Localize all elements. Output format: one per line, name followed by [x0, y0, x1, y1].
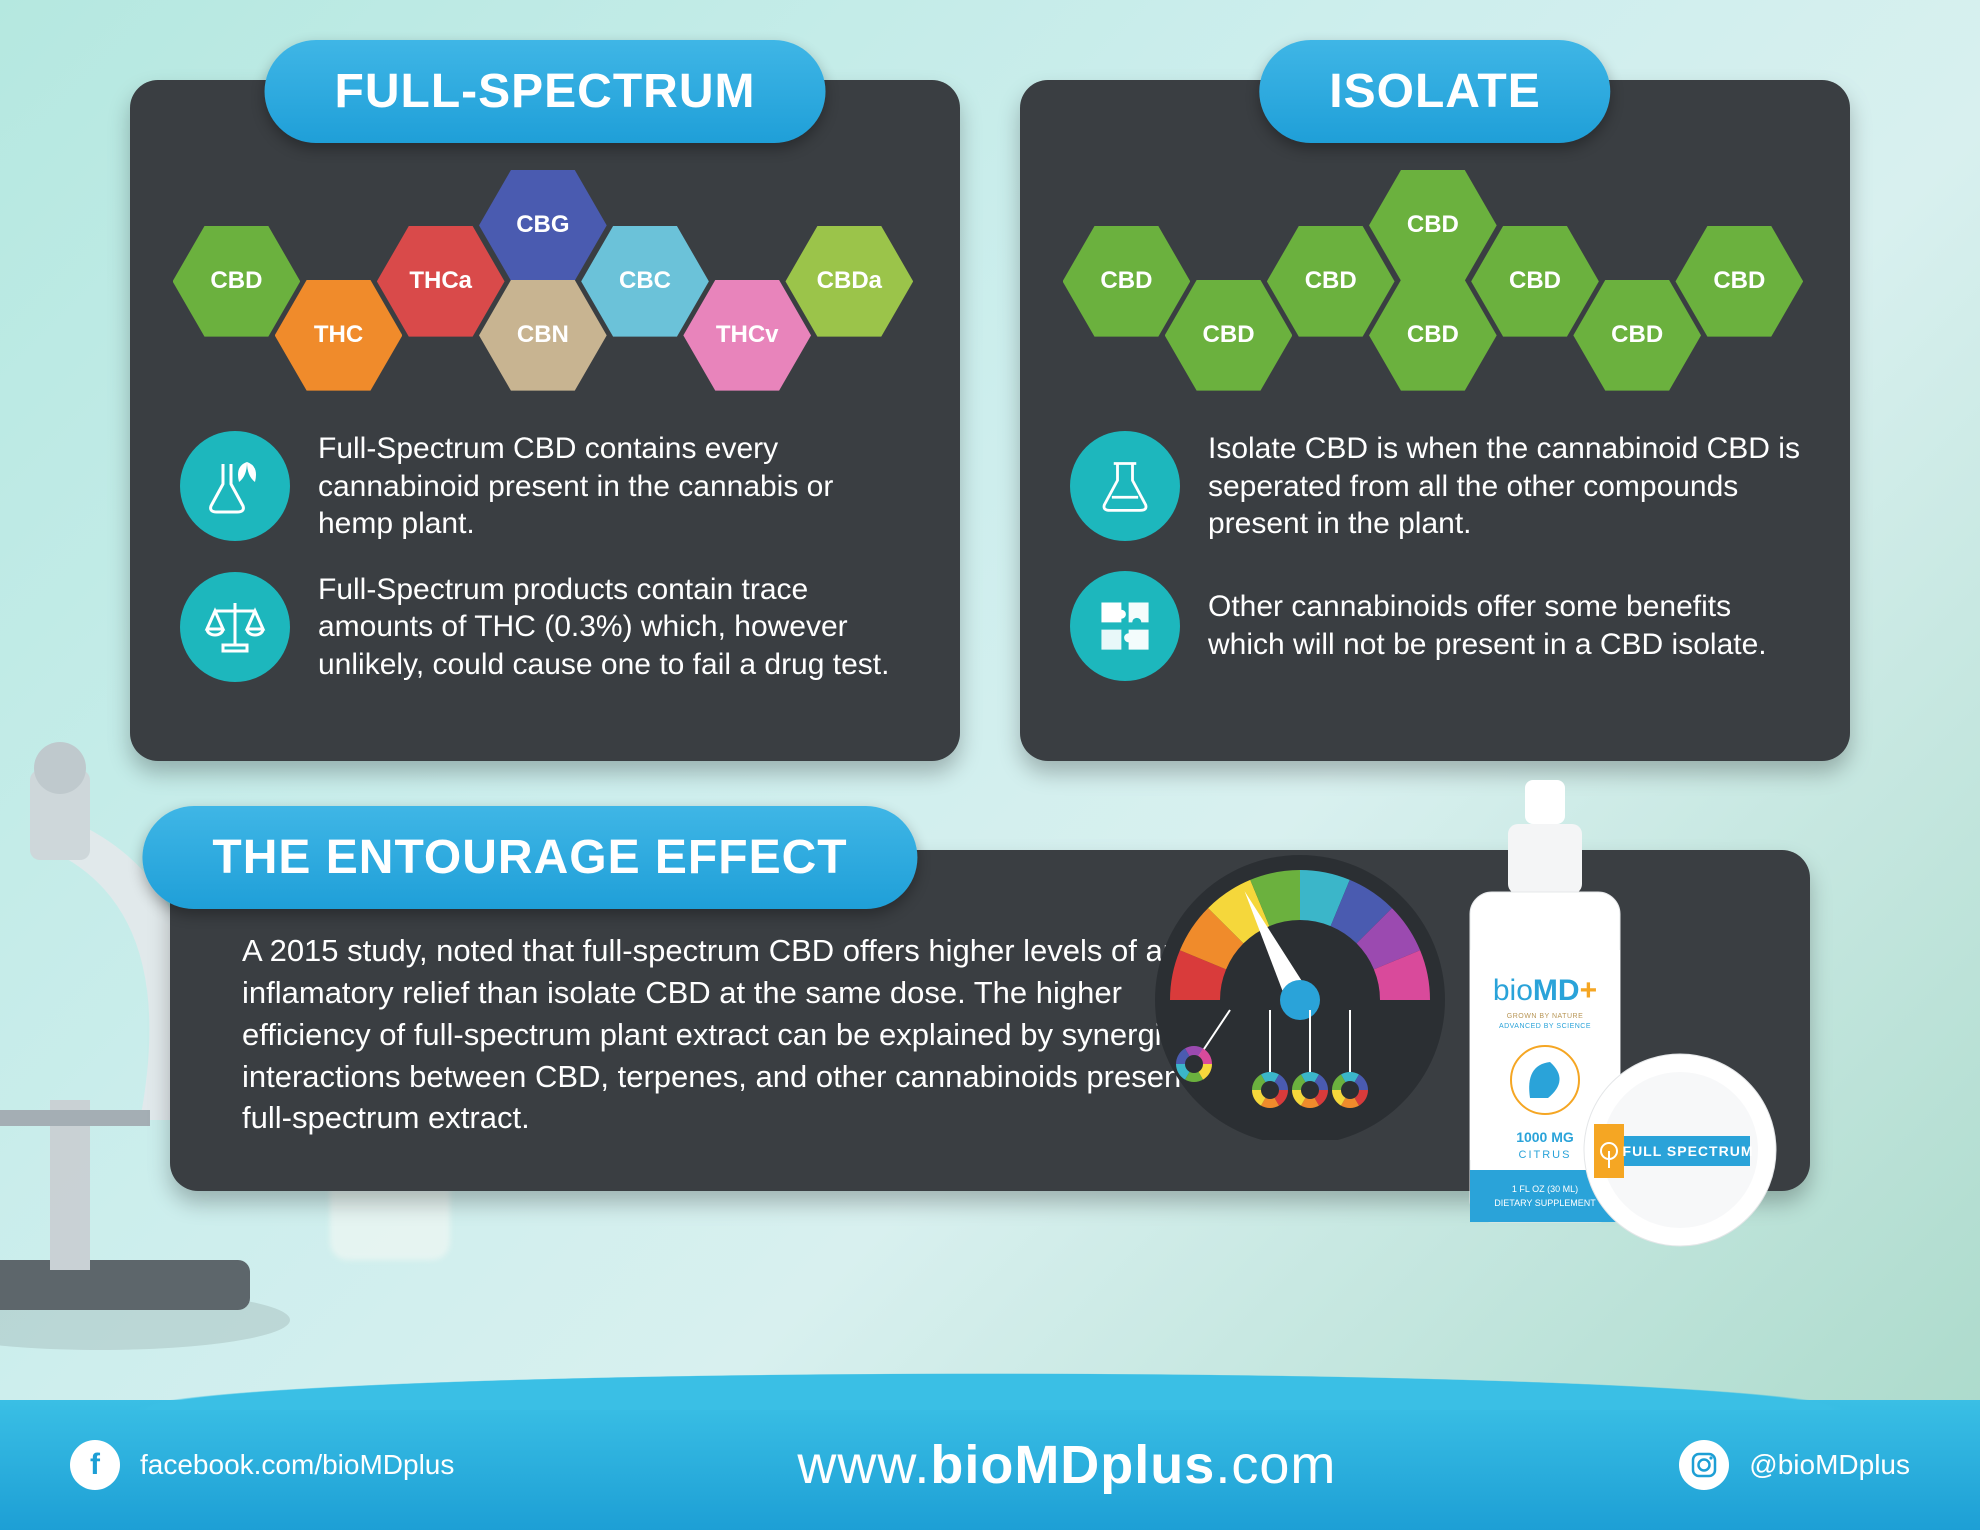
svg-text:1000 MG: 1000 MG — [1516, 1129, 1574, 1145]
instagram-label: @bioMDplus — [1749, 1449, 1910, 1481]
flask-icon — [1070, 431, 1180, 541]
product-cap: FULL SPECTRUM — [1580, 1050, 1780, 1250]
info-row: Full-Spectrum products contain trace amo… — [180, 571, 910, 684]
entourage-panel: THE ENTOURAGE EFFECT A 2015 study, noted… — [170, 850, 1810, 1191]
isolate-title: ISOLATE — [1259, 40, 1610, 143]
hexagon: CBN — [479, 280, 607, 391]
hexagon: CBD — [1369, 170, 1497, 281]
hexagon: CBDa — [785, 226, 913, 337]
hexagon: CBG — [479, 170, 607, 281]
gauge-illustration — [1150, 840, 1450, 1140]
facebook-label: facebook.com/bioMDplus — [140, 1449, 454, 1481]
hexagon: CBD — [1471, 226, 1599, 337]
hexagon: THCa — [377, 226, 505, 337]
svg-text:ADVANCED BY SCIENCE: ADVANCED BY SCIENCE — [1499, 1023, 1591, 1030]
leaf-flask-icon — [180, 431, 290, 541]
isolate-info-2: Other cannabinoids offer some benefits w… — [1208, 588, 1800, 663]
full-spectrum-info-1: Full-Spectrum CBD contains every cannabi… — [318, 430, 910, 543]
hexagon: THCv — [683, 280, 811, 391]
hexagon: CBD — [1675, 226, 1803, 337]
info-row: Other cannabinoids offer some benefits w… — [1070, 571, 1800, 681]
puzzle-icon — [1070, 571, 1180, 681]
hexagon: CBD — [1369, 280, 1497, 391]
entourage-body: A 2015 study, noted that full-spectrum C… — [242, 930, 1250, 1139]
instagram-link[interactable]: @bioMDplus — [1679, 1440, 1910, 1490]
hexagon: CBD — [1573, 280, 1701, 391]
hexagon: CBD — [173, 226, 301, 337]
info-row: Isolate CBD is when the cannabinoid CBD … — [1070, 430, 1800, 543]
svg-text:bioMD+: bioMD+ — [1493, 974, 1597, 1007]
instagram-icon — [1679, 1440, 1729, 1490]
isolate-panel: ISOLATE CBDCBDCBDCBDCBDCBDCBDCBD Isolate… — [1020, 80, 1850, 761]
svg-text:GROWN BY NATURE: GROWN BY NATURE — [1507, 1013, 1583, 1020]
full-spectrum-title: FULL-SPECTRUM — [265, 40, 826, 143]
full-spectrum-info-2: Full-Spectrum products contain trace amo… — [318, 571, 910, 684]
hexagon: CBD — [1063, 226, 1191, 337]
full-spectrum-hex-strip: CBDTHCTHCaCBGCBNCBCTHCvCBDa — [130, 160, 960, 390]
hexagon: CBC — [581, 226, 709, 337]
entourage-title: THE ENTOURAGE EFFECT — [142, 806, 917, 909]
facebook-link[interactable]: f facebook.com/bioMDplus — [70, 1440, 454, 1490]
hexagon: THC — [275, 280, 403, 391]
isolate-info-1: Isolate CBD is when the cannabinoid CBD … — [1208, 430, 1800, 543]
footer: f facebook.com/bioMDplus www.bioMDplus.c… — [0, 1400, 1980, 1530]
scales-icon — [180, 572, 290, 682]
info-row: Full-Spectrum CBD contains every cannabi… — [180, 430, 910, 543]
svg-text:CITRUS: CITRUS — [1519, 1149, 1572, 1161]
svg-text:1 FL OZ (30 ML): 1 FL OZ (30 ML) — [1512, 1184, 1578, 1194]
website-url[interactable]: www.bioMDplus.com — [797, 1434, 1336, 1496]
isolate-hex-strip: CBDCBDCBDCBDCBDCBDCBDCBD — [1020, 160, 1850, 390]
full-spectrum-panel: FULL-SPECTRUM CBDTHCTHCaCBGCBNCBCTHCvCBD… — [130, 80, 960, 761]
svg-text:FULL SPECTRUM: FULL SPECTRUM — [1623, 1143, 1754, 1159]
facebook-icon: f — [70, 1440, 120, 1490]
hexagon: CBD — [1267, 226, 1395, 337]
hexagon: CBD — [1165, 280, 1293, 391]
